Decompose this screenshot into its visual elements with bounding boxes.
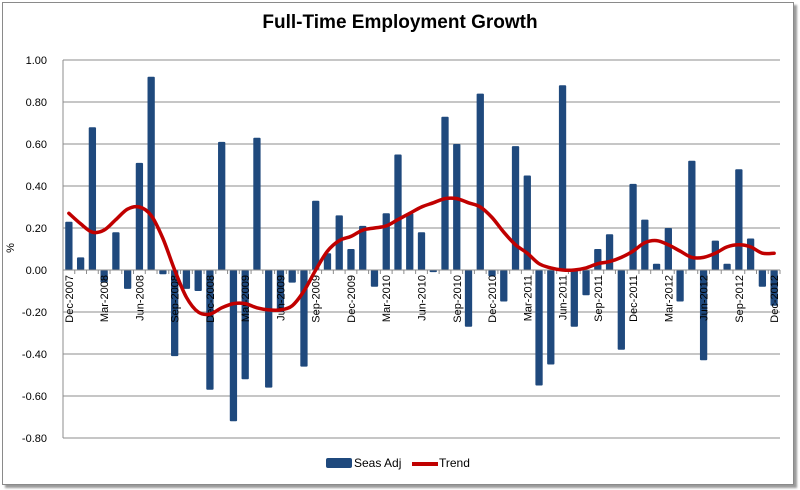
x-tick-label: Dec-2012 [769,275,781,323]
y-tick-label: 0.40 [26,181,47,193]
x-tick-label: Mar-2009 [240,275,252,322]
bar-seas-adj [735,169,743,270]
bar-seas-adj [288,270,296,283]
bar-seas-adj [76,257,85,270]
bar-seas-adj [605,234,614,270]
bar-seas-adj [276,270,285,312]
bar-seas-adj [770,270,778,306]
x-tick-label: Mar-2008 [99,275,111,322]
bar-seas-adj [394,154,402,270]
bar-seas-adj [171,270,179,357]
bar-seas-adj [370,270,379,287]
bar-seas-adj [429,270,437,273]
y-axis-label: % [5,243,17,253]
bar-seas-adj [617,270,625,350]
bar-seas-adj [417,232,426,270]
y-tick-label: -0.40 [22,349,47,361]
chart-title: Full-Time Employment Growth [262,12,538,33]
bar-seas-adj [664,228,672,270]
bar-seas-adj [547,270,555,365]
bar-seas-adj [711,240,719,270]
y-tick-label: -0.20 [22,307,47,319]
x-tick-label: Jun-2008 [134,275,146,321]
bar-seas-adj [147,76,155,270]
bar-seas-adj [382,213,390,270]
y-tick-label: -0.80 [22,433,47,445]
bar-seas-adj [100,270,108,283]
bar-seas-adj [758,270,767,287]
x-tick-label: Jun-2010 [417,275,429,321]
bar-seas-adj [453,144,461,270]
trend-line [67,196,776,317]
bar-seas-adj [535,270,543,386]
x-tick-label: Jun-2012 [699,275,711,321]
bar-seas-adj [629,183,637,270]
bar-seas-adj [500,270,508,302]
bar-seas-adj [229,270,238,422]
bar-seas-adj [135,162,144,270]
x-tick-label: Sep-2008 [170,275,182,323]
y-tick-label: 1.00 [26,55,47,67]
bar-seas-adj [265,270,273,388]
x-tick-label: Sep-2011 [593,275,605,322]
bar-seas-adj [746,238,755,270]
bar-seas-adj [347,249,355,270]
legend-label-seas-adj: Seas Adj [354,456,401,470]
bar-seas-adj [523,175,531,270]
x-tick-label: Sep-2012 [734,275,746,323]
bar-seas-adj [676,270,684,302]
y-tick-label: 0.80 [26,97,47,109]
bar-seas-adj [65,221,73,270]
bar-seas-adj [335,215,343,270]
bar-seas-adj [312,200,320,270]
bar-seas-adj [441,116,449,270]
bar-seas-adj [688,160,696,270]
y-tick-label: 0.60 [26,139,47,151]
bar-seas-adj [253,137,261,270]
bar-seas-adj [652,263,661,270]
bar-seas-adj [641,219,649,270]
bar-seas-adj [699,270,708,361]
x-tick-label: Jun-2009 [275,275,287,321]
x-tick-label: Mar-2011 [522,275,534,321]
bar-seas-adj [194,270,202,291]
bar-seas-adj [241,270,249,380]
bar-seas-adj [406,213,414,270]
bar-seas-adj [511,146,520,270]
x-tick-label: Jun-2011 [558,275,570,320]
bar-seas-adj [112,232,120,270]
bar-seas-adj [323,253,332,270]
bar-seas-adj [206,270,214,390]
bar-seas-adj [218,141,226,270]
x-tick-label: Sep-2009 [311,275,323,323]
x-tick-label: Mar-2012 [663,275,675,322]
bar-seas-adj [570,270,578,327]
bar-seas-adj [723,263,731,270]
bar-seas-adj [88,127,97,270]
bar-seas-adj [124,270,132,289]
x-tick-label: Dec-2009 [346,275,358,323]
bar-seas-adj [582,270,590,296]
x-tick-label: Sep-2010 [452,275,464,323]
legend-label-trend: Trend [439,456,470,470]
bar-seas-adj [359,225,367,270]
legend-swatch-seas-adj [326,458,352,468]
bar-seas-adj [558,85,567,270]
y-tick-label: 0.20 [26,223,47,235]
bar-seas-adj [488,270,496,277]
bar-seas-adj [476,93,484,270]
y-tick-label: 0.00 [26,265,47,277]
x-tick-label: Dec-2010 [487,275,499,323]
bar-seas-adj [594,249,602,270]
x-tick-label: Dec-2007 [64,275,76,323]
x-tick-label: Dec-2011 [628,275,640,322]
y-tick-label: -0.60 [22,391,47,403]
bar-seas-adj [182,270,191,289]
bar-seas-adj [159,270,167,275]
x-tick-label: Mar-2010 [381,275,393,322]
bar-seas-adj [464,270,473,327]
